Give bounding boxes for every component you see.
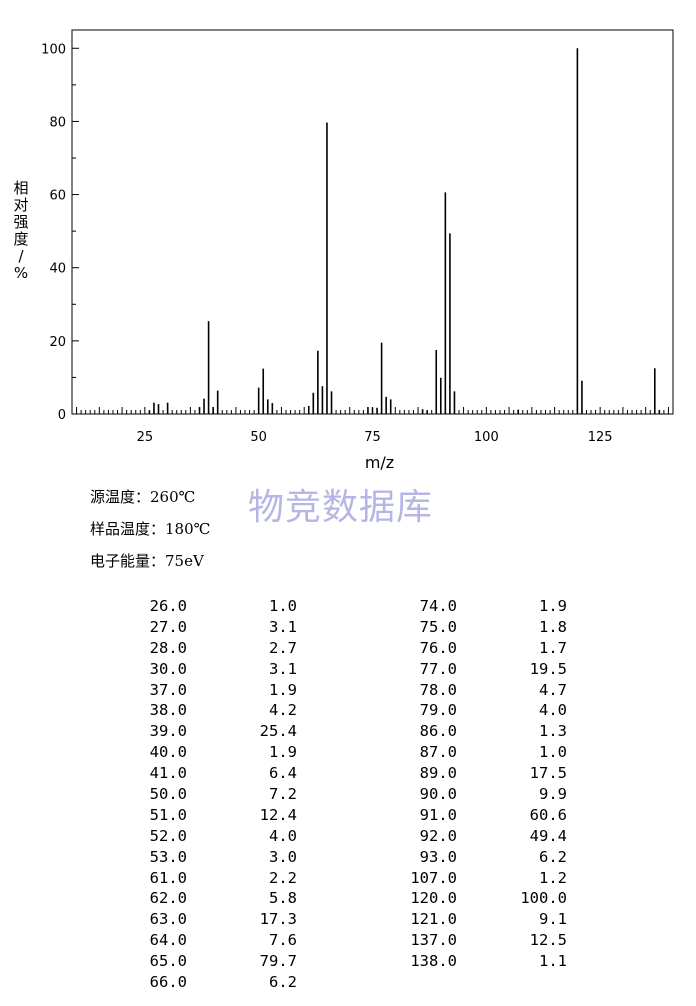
intensity-value: 1.8 bbox=[539, 617, 567, 636]
intensity-value: 9.1 bbox=[539, 910, 567, 929]
y-axis-label: 相对强度/% bbox=[13, 179, 28, 282]
intensity-value: 17.3 bbox=[259, 910, 297, 929]
intensity-value: 79.7 bbox=[259, 952, 297, 971]
intensity-value: 7.6 bbox=[269, 931, 297, 950]
intensity-value: 3.1 bbox=[269, 617, 297, 636]
x-tick-label: 100 bbox=[474, 430, 499, 445]
mz-value: 50.0 bbox=[149, 785, 187, 804]
intensity-value: 1.0 bbox=[269, 597, 297, 615]
mz-value: 63.0 bbox=[149, 910, 187, 929]
intensity-value: 25.4 bbox=[259, 722, 297, 741]
intensity-value: 1.9 bbox=[269, 743, 297, 762]
mz-value: 92.0 bbox=[419, 826, 457, 845]
x-tick-label: 25 bbox=[137, 430, 154, 445]
intensity-value: 3.1 bbox=[269, 659, 297, 678]
mz-value: 66.0 bbox=[149, 973, 187, 992]
intensity-value: 12.4 bbox=[259, 805, 297, 824]
mz-value: 61.0 bbox=[149, 868, 187, 887]
mz-value: 65.0 bbox=[149, 952, 187, 971]
y-tick-label: 0 bbox=[58, 408, 66, 423]
intensity-value: 1.7 bbox=[539, 638, 567, 657]
mz-value: 78.0 bbox=[419, 680, 457, 699]
mz-value: 62.0 bbox=[149, 889, 187, 908]
mz-value: 77.0 bbox=[419, 659, 457, 678]
intensity-value: 1.9 bbox=[539, 597, 567, 615]
mz-value: 121.0 bbox=[410, 910, 457, 929]
y-tick-label: 20 bbox=[49, 335, 66, 350]
intensity-value: 12.5 bbox=[529, 931, 567, 950]
mz-value: 30.0 bbox=[149, 659, 187, 678]
mz-value: 86.0 bbox=[419, 722, 457, 741]
mass-spectrum-chart: 0 20 40 60 80 100 25 50 75 100 125 m/z 相对强度/% bbox=[13, 29, 674, 472]
mz-value: 40.0 bbox=[149, 743, 187, 762]
intensity-value: 4.2 bbox=[269, 701, 297, 720]
intensity-value: 7.2 bbox=[269, 785, 297, 804]
mz-value: 137.0 bbox=[410, 931, 457, 950]
mz-value: 26.0 bbox=[149, 597, 187, 615]
plot-frame bbox=[71, 29, 674, 415]
intensity-value: 6.2 bbox=[539, 847, 567, 866]
intensity-value: 19.5 bbox=[529, 659, 567, 678]
mz-value: 53.0 bbox=[149, 847, 187, 866]
mz-value: 39.0 bbox=[149, 722, 187, 741]
mz-value: 93.0 bbox=[419, 847, 457, 866]
x-axis-label: m/z bbox=[365, 453, 394, 472]
mz-value: 76.0 bbox=[419, 638, 457, 657]
mz-value: 87.0 bbox=[419, 743, 457, 762]
mz-value: 89.0 bbox=[419, 764, 457, 783]
intensity-value: 3.0 bbox=[269, 847, 297, 866]
mz-value: 37.0 bbox=[149, 680, 187, 699]
watermark: 物竞数据库 bbox=[248, 487, 434, 528]
y-tick-label: 100 bbox=[41, 42, 66, 57]
mz-value: 28.0 bbox=[149, 638, 187, 657]
mz-value: 27.0 bbox=[149, 617, 187, 636]
mz-value: 41.0 bbox=[149, 764, 187, 783]
intensity-value: 1.9 bbox=[269, 680, 297, 699]
x-tick-label: 125 bbox=[588, 430, 613, 445]
y-tick-label: 40 bbox=[49, 262, 66, 277]
mz-value: 90.0 bbox=[419, 785, 457, 804]
intensity-value: 9.9 bbox=[539, 785, 567, 804]
mz-value: 107.0 bbox=[410, 868, 457, 887]
mz-value: 64.0 bbox=[149, 931, 187, 950]
mz-value: 38.0 bbox=[149, 701, 187, 720]
intensity-value: 100.0 bbox=[520, 889, 567, 908]
intensity-value: 4.0 bbox=[269, 826, 297, 845]
electron-energy: 电子能量：75eV bbox=[90, 552, 204, 570]
intensity-value: 1.1 bbox=[539, 952, 567, 971]
intensity-value: 1.2 bbox=[539, 868, 567, 887]
source-temperature: 源温度：260℃ bbox=[90, 488, 196, 506]
x-tick-label: 50 bbox=[250, 430, 267, 445]
mz-value: 79.0 bbox=[419, 701, 457, 720]
y-tick-label: 80 bbox=[49, 115, 66, 130]
intensity-value: 49.4 bbox=[529, 826, 567, 845]
intensity-value: 6.4 bbox=[269, 764, 297, 783]
intensity-value: 2.2 bbox=[269, 868, 297, 887]
intensity-value: 4.7 bbox=[539, 680, 567, 699]
intensity-value: 5.8 bbox=[269, 889, 297, 908]
mz-value: 75.0 bbox=[419, 617, 457, 636]
y-tick-label: 60 bbox=[49, 189, 66, 204]
x-tick-label: 75 bbox=[364, 430, 381, 445]
intensity-value: 17.5 bbox=[529, 764, 567, 783]
mz-value: 138.0 bbox=[410, 952, 457, 971]
mz-value: 120.0 bbox=[410, 889, 457, 908]
intensity-value: 60.6 bbox=[529, 805, 567, 824]
sample-temperature: 样品温度：180℃ bbox=[90, 520, 211, 538]
mz-value: 91.0 bbox=[419, 805, 457, 824]
mz-value: 52.0 bbox=[149, 826, 187, 845]
intensity-value: 1.0 bbox=[539, 743, 567, 762]
intensity-value: 2.7 bbox=[269, 638, 297, 657]
mz-value: 51.0 bbox=[149, 805, 187, 824]
mz-value: 74.0 bbox=[419, 597, 457, 615]
intensity-value: 1.3 bbox=[539, 722, 567, 741]
intensity-value: 4.0 bbox=[539, 701, 567, 720]
intensity-value: 6.2 bbox=[269, 973, 297, 992]
